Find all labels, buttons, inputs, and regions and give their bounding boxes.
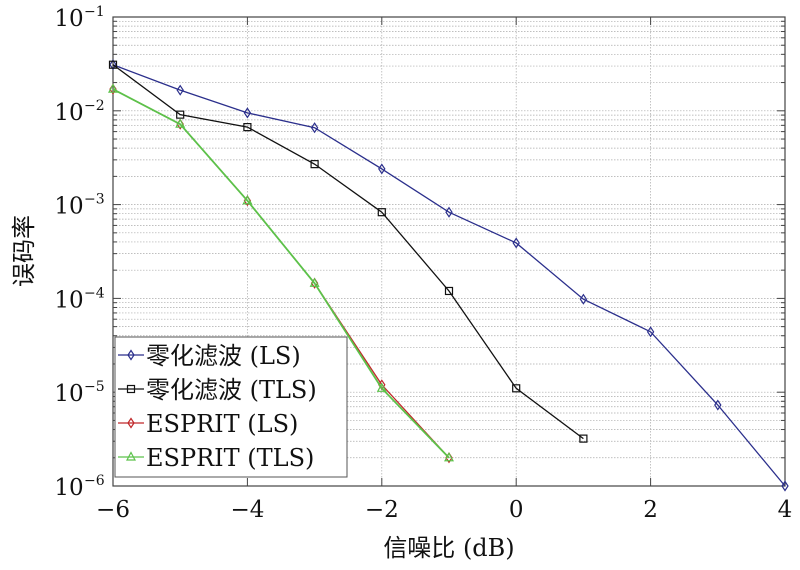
legend-label: ESPRIT (TLS) [146,444,314,472]
data-point [378,163,386,175]
y-tick-label: 10 [54,194,83,220]
data-point [108,83,118,93]
legend-label: 零化滤波 (LS) [146,342,301,370]
y-axis-label: 误码率 [10,215,38,287]
data-point [310,160,319,169]
data-point [512,237,520,249]
y-tick-label: 10 [54,287,83,313]
y-tick-label: 10 [54,100,83,126]
data-point [646,326,655,338]
data-point [309,277,320,287]
data-point [445,206,453,218]
legend: 零化滤波 (LS) 零化滤波 (TLS) ESPRIT (LS) ESPRIT (TL… [114,336,348,478]
legend-marker [127,417,135,429]
legend-entry: ESPRIT (LS) [118,410,298,438]
data-point [243,107,252,119]
x-tick-label: −2 [365,497,399,523]
data-point [579,293,588,305]
grid [112,17,786,487]
data-point [512,384,521,393]
y-tick-label: 10 [54,6,83,32]
data-point [108,60,118,69]
y-tick-label: 10 [54,381,83,407]
data-point [243,123,252,132]
legend-entry: 零化滤波 (LS) [118,342,301,370]
y-tick-label: 10 [54,475,83,501]
y-tick-exponent: −3 [84,192,105,208]
data-point [444,451,454,462]
series-3 [108,83,454,462]
x-tick-label: −6 [96,497,130,523]
x-tick-label: 4 [778,497,793,523]
y-tick-exponent: −4 [84,285,105,301]
data-point [310,122,319,134]
legend-box [114,336,348,478]
legend-label: ESPRIT (LS) [146,410,298,438]
series-layer [108,59,789,492]
data-point [175,118,186,128]
legend-marker [126,384,136,394]
y-tick-exponent: −1 [84,4,105,20]
data-point [714,399,722,411]
data-point [377,208,386,217]
data-point [109,59,117,71]
y-tick-exponent: −6 [84,473,105,489]
plot-frame [112,16,786,487]
x-axis-label: 信噪比 (dB) [383,534,514,562]
data-point [176,84,184,96]
series-0 [109,59,789,492]
series-line [112,88,450,459]
y-tick-exponent: −5 [84,379,105,395]
legend-entry: ESPRIT (TLS) [118,444,314,472]
y-tick-exponent: −2 [84,98,105,114]
data-point [242,194,253,205]
legend-entry: 零化滤波 (TLS) [118,376,317,404]
series-line [112,64,786,487]
x-tick-label: 0 [509,497,524,523]
data-point [781,480,789,492]
legend-label: 零化滤波 (TLS) [146,376,317,404]
data-point [176,110,185,119]
data-point [376,382,387,392]
data-point [579,434,588,443]
legend-marker [127,349,135,361]
x-tick-label: −4 [230,497,264,523]
series-line [112,64,584,440]
data-point [444,286,454,296]
x-tick-label: 2 [643,497,658,523]
series-1 [108,60,588,443]
legend-marker [126,451,136,461]
ticks: −6 −4 −2 0 2 410−110−210−310−410−510−6 [54,4,792,523]
